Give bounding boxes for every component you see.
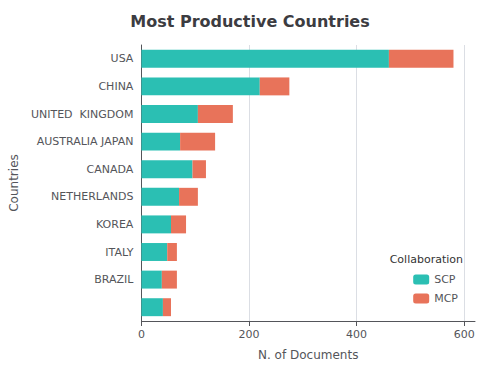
svg-text:MCP: MCP	[434, 292, 458, 305]
svg-text:CANADA: CANADA	[87, 163, 134, 176]
svg-text:0: 0	[138, 328, 145, 341]
svg-text:SCP: SCP	[434, 273, 456, 286]
svg-text:BRAZIL: BRAZIL	[94, 273, 134, 286]
svg-text:Collaboration: Collaboration	[390, 253, 463, 266]
svg-text:200: 200	[239, 328, 260, 341]
svg-text:N. of Documents: N. of Documents	[258, 348, 358, 362]
svg-text:UNITED KINGDOM: UNITED KINGDOM	[31, 108, 134, 121]
svg-text:400: 400	[346, 328, 367, 341]
svg-text:NETHERLANDS: NETHERLANDS	[51, 190, 133, 203]
svg-text:Most Productive Countries: Most Productive Countries	[130, 12, 370, 31]
svg-text:AUSTRALIA JAPAN: AUSTRALIA JAPAN	[37, 135, 134, 148]
svg-text:KOREA: KOREA	[96, 218, 134, 231]
svg-text:600: 600	[454, 328, 475, 341]
svg-text:CHINA: CHINA	[98, 80, 133, 93]
svg-text:USA: USA	[111, 52, 134, 65]
svg-text:Countries: Countries	[7, 154, 21, 212]
svg-text:ITALY: ITALY	[105, 246, 133, 259]
